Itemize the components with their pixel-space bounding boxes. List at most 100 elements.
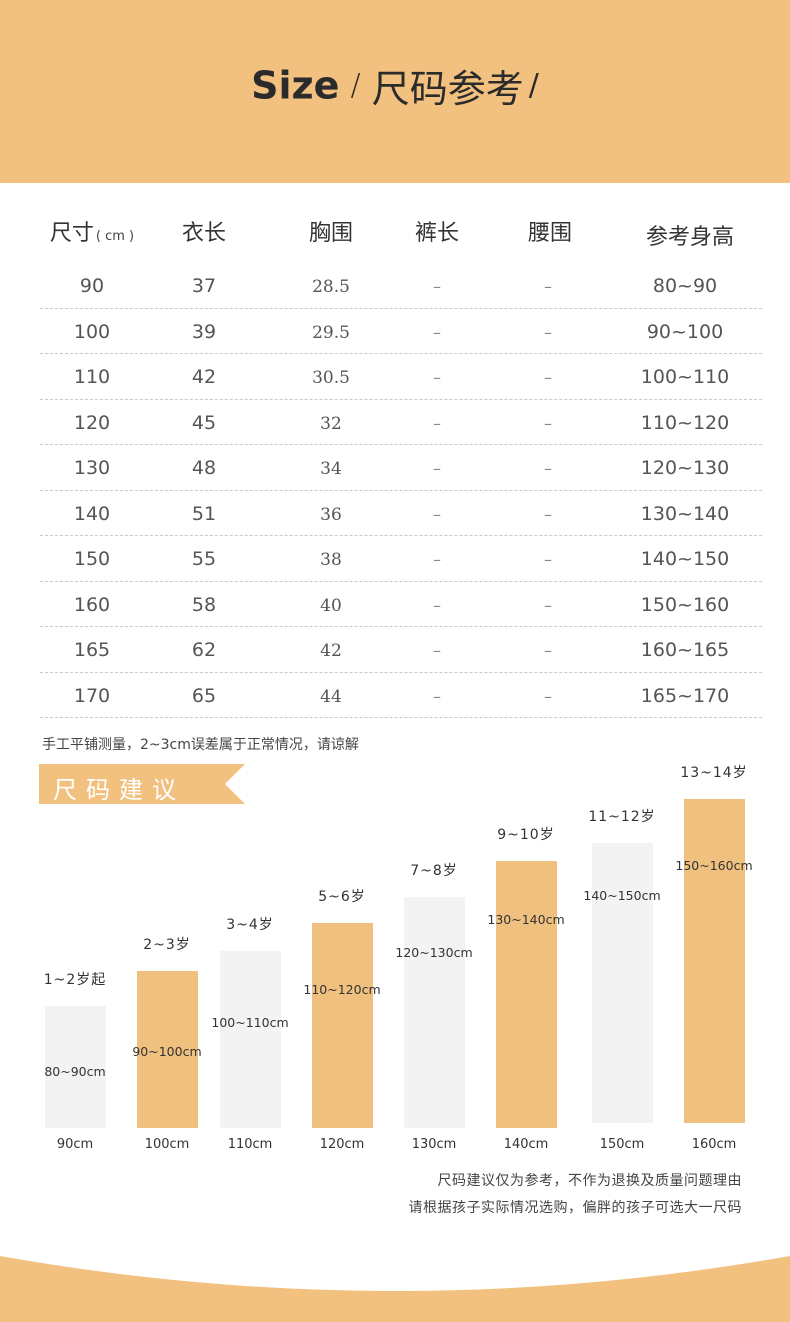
cell-height: 90~100 (646, 320, 724, 343)
size-bar (684, 799, 745, 1123)
cell-length: 37 (191, 275, 217, 297)
cell-pants-length: – (433, 277, 441, 296)
cell-height: 150~160 (640, 593, 730, 616)
bar-height-range: 130~140cm (487, 912, 565, 927)
table-row: 140 51 36 – – 130~140 (40, 491, 762, 536)
table-row: 130 48 34 – – 120~130 (40, 445, 762, 491)
cell-chest: 36 (320, 504, 342, 525)
table-row: 110 42 30.5 – – 100~110 (40, 354, 762, 400)
cell-chest: 30.5 (312, 368, 350, 388)
cell-pants-length: – (433, 459, 441, 478)
size-table: 尺寸( cm ) 衣长 胸围 裤长 腰围 参考身高 90 37 28.5 – – 80~9… (40, 205, 762, 718)
header-chest: 胸围 (308, 221, 353, 246)
cell-pants-length: – (433, 322, 441, 342)
cell-chest: 38 (320, 550, 342, 570)
measurement-note: 手工平铺测量，2~3cm误差属于正常情况，请谅解 (42, 737, 359, 753)
header-size-label: 尺寸 (49, 221, 94, 246)
cell-length: 42 (191, 366, 217, 388)
cell-height: 100~110 (640, 366, 730, 388)
bar-age-label: 11~12岁 (588, 809, 656, 825)
size-bar (496, 861, 557, 1128)
cell-length: 45 (191, 411, 217, 434)
cell-pants-length: – (433, 550, 441, 569)
cell-pants-length: – (433, 413, 441, 433)
cell-pants-length: – (433, 686, 441, 706)
bottom-wave (0, 1256, 790, 1322)
section-title: 尺码建议 (53, 776, 185, 804)
cell-pants-length: – (433, 368, 441, 387)
table-row: 90 37 28.5 – – 80~90 (40, 263, 762, 309)
bar-size-label: 140cm (503, 1137, 549, 1152)
cell-height: 120~130 (640, 457, 730, 479)
bar-size-label: 100cm (144, 1137, 190, 1152)
title-separator: / (350, 68, 361, 103)
header-pants-length: 裤长 (414, 221, 459, 246)
cell-waist: – (544, 322, 552, 342)
bar-height-range: 140~150cm (583, 888, 661, 903)
bar-height-range: 110~120cm (303, 982, 381, 997)
table-row: 170 65 44 – – 165~170 (40, 673, 762, 718)
cell-pants-length: – (433, 641, 441, 660)
banner-ribbon-shape (39, 764, 245, 804)
size-bar (312, 923, 373, 1128)
bar-size-label: 160cm (691, 1137, 737, 1152)
title-separator-end: / (528, 68, 539, 103)
cell-length: 48 (191, 457, 217, 479)
cell-size: 130 (73, 457, 111, 479)
header-band (0, 0, 790, 183)
cell-chest: 29.5 (312, 322, 350, 343)
bar-size-label: 110cm (227, 1137, 273, 1152)
cell-chest: 42 (320, 641, 342, 661)
cell-height: 80~90 (652, 275, 718, 297)
cell-height: 110~120 (640, 411, 730, 434)
cell-waist: – (544, 277, 552, 296)
table-row: 160 58 40 – – 150~160 (40, 582, 762, 627)
table-row: 165 62 42 – – 160~165 (40, 627, 762, 673)
bar-height-range: 120~130cm (395, 945, 473, 960)
header-length: 衣长 (181, 221, 226, 246)
table-row: 100 39 29.5 – – 90~100 (40, 309, 762, 354)
bar-height-range: 90~100cm (132, 1044, 202, 1059)
cell-waist: – (544, 413, 552, 433)
header-waist: 腰围 (527, 221, 572, 246)
bar-age-label: 2~3岁 (143, 937, 191, 953)
cell-pants-length: – (433, 504, 441, 524)
bar-size-label: 150cm (599, 1137, 645, 1152)
header-size: 尺寸( cm ) (40, 215, 144, 247)
page-title: Size / 尺码参考 / (0, 58, 790, 113)
cell-size: 165 (73, 639, 111, 661)
cell-waist: – (544, 595, 552, 615)
bar-age-label: 13~14岁 (680, 765, 748, 781)
cell-size: 120 (73, 411, 111, 434)
cell-size: 110 (73, 366, 111, 388)
size-bar (45, 1006, 106, 1128)
cell-chest: 34 (320, 459, 342, 479)
cell-chest: 32 (320, 413, 342, 434)
cell-chest: 44 (320, 686, 342, 707)
bar-height-range: 100~110cm (211, 1015, 289, 1030)
bar-age-label: 5~6岁 (318, 889, 366, 905)
cell-waist: – (544, 459, 552, 478)
bar-height-range: 80~90cm (44, 1064, 106, 1079)
size-bar (137, 971, 198, 1128)
cell-length: 65 (191, 684, 217, 707)
cell-size: 170 (73, 684, 111, 707)
bar-age-label: 7~8岁 (410, 863, 458, 879)
cell-waist: – (544, 686, 552, 706)
table-row: 150 55 38 – – 140~150 (40, 536, 762, 582)
cell-height: 130~140 (640, 502, 730, 525)
cell-size: 100 (73, 320, 111, 343)
bar-age-label: 1~2岁起 (43, 972, 107, 988)
cell-pants-length: – (433, 595, 441, 615)
bar-age-label: 9~10岁 (497, 827, 555, 843)
size-bar (592, 843, 653, 1123)
size-table-body: 90 37 28.5 – – 80~90 100 39 29.5 – – 90~100 110 42 30.… (40, 263, 762, 718)
cell-waist: – (544, 504, 552, 524)
header-height: 参考身高 (645, 225, 734, 250)
cell-size: 140 (73, 502, 111, 525)
footer-disclaimer-1: 尺码建议仅为参考，不作为退换及质量问题理由 (437, 1173, 742, 1189)
cell-length: 51 (191, 502, 217, 525)
bar-height-range: 150~160cm (675, 858, 753, 873)
bar-age-label: 3~4岁 (226, 917, 274, 933)
bar-size-label: 90cm (56, 1137, 94, 1152)
